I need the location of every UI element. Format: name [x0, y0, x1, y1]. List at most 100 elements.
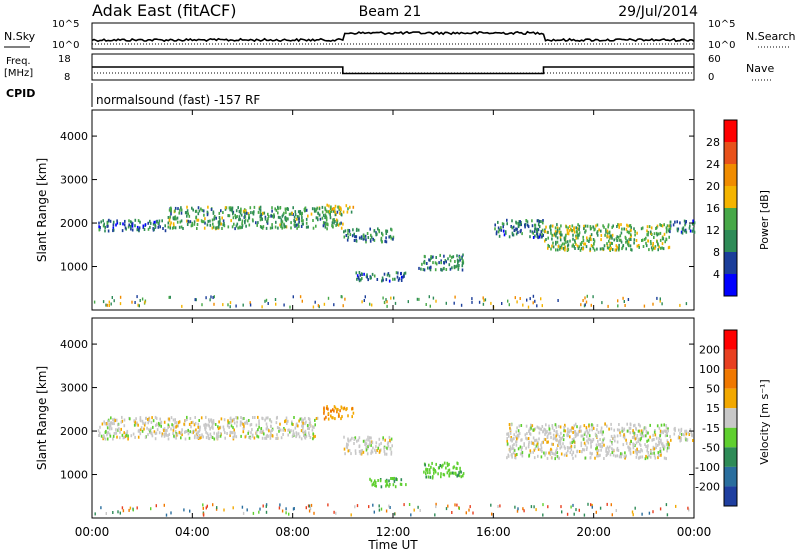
power-near-range-cell — [261, 305, 263, 309]
velocity-echo-cell — [667, 427, 669, 431]
power-colorbar-frame — [723, 119, 738, 297]
power-echo-cell — [349, 233, 352, 236]
power-echo-cell — [400, 271, 402, 275]
power-echo-cell — [650, 246, 653, 250]
velocity-echo-cell — [591, 440, 594, 443]
power-echo-cell — [519, 220, 521, 224]
velocity-echo-cell — [135, 417, 137, 421]
velocity-echo-cell — [269, 436, 272, 440]
power-echo-cell — [606, 242, 608, 246]
power-echo-cell — [275, 208, 278, 212]
power-echo-cell — [104, 229, 106, 233]
velocity-echo-cell — [292, 429, 295, 433]
power-echo-cell — [541, 232, 543, 236]
velocity-echo-cell — [569, 435, 571, 439]
velocity-echo-cell — [258, 419, 260, 423]
power-near-range-cell — [323, 302, 326, 306]
velocity-near-range-cell — [454, 503, 456, 507]
power-near-range-cell — [102, 300, 105, 304]
velocity-echo-cell — [183, 422, 185, 426]
power-echo-cell — [307, 225, 309, 229]
power-echo-cell — [577, 247, 580, 250]
power-echo-cell — [104, 225, 106, 229]
power-near-range-cell — [659, 297, 661, 301]
velocity-echo-cell — [326, 405, 328, 409]
power-echo-cell — [456, 264, 458, 268]
power-echo-cell — [589, 225, 592, 229]
velocity-echo-cell — [325, 415, 327, 419]
power-echo-cell — [556, 236, 559, 240]
power-near-range-cell — [361, 300, 363, 304]
power-echo-cell — [629, 233, 632, 237]
power-echo-cell — [144, 223, 147, 227]
velocity-echo-cell — [347, 414, 349, 418]
velocity-near-range-cell — [112, 511, 114, 514]
velocity-echo-cell — [543, 451, 545, 455]
power-near-range-cell — [144, 300, 146, 304]
power-echo-cell — [584, 224, 587, 228]
power-echo-cell — [579, 248, 582, 252]
velocity-echo-cell — [205, 436, 208, 440]
power-echo-cell — [344, 229, 347, 233]
power-echo-cell — [381, 240, 383, 244]
power-near-range-cell — [394, 301, 397, 305]
velocity-echo-cell — [332, 416, 334, 420]
velocity-echo-cell — [556, 447, 558, 451]
power-echo-cell — [328, 204, 330, 208]
velocity-echo-cell — [105, 422, 108, 425]
velocity-echo-cell — [185, 430, 188, 433]
power-echo-cell — [180, 225, 183, 229]
velocity-echo-cell — [570, 448, 573, 452]
velocity-echo-cell — [380, 448, 382, 452]
velocity-echo-cell — [612, 453, 615, 457]
power-echo-cell — [267, 215, 270, 218]
power-echo-cell — [147, 227, 150, 231]
power-near-range-cell — [586, 294, 588, 298]
velocity-echo-cell — [591, 424, 593, 428]
velocity-echo-cell — [388, 484, 390, 488]
power-echo-cell — [542, 219, 544, 222]
power-near-range-cell — [227, 303, 229, 307]
velocity-echo-cell — [300, 437, 303, 441]
velocity-echo-cell — [641, 449, 643, 453]
velocity-echo-cell — [257, 428, 259, 432]
power-near-range-cell — [386, 300, 388, 304]
velocity-echo-cell — [637, 450, 640, 454]
velocity-colorbar-tick-label: -100 — [695, 461, 720, 474]
velocity-echo-cell — [269, 430, 272, 434]
velocity-echo-cell — [602, 430, 604, 434]
velocity-echo-cell — [658, 437, 660, 440]
power-echo-cell — [672, 223, 675, 227]
velocity-echo-cell — [569, 451, 572, 454]
velocity-echo-cell — [292, 433, 294, 437]
velocity-echo-cell — [629, 423, 632, 427]
velocity-echo-cell — [232, 437, 235, 441]
power-colorbar-swatch — [724, 120, 737, 142]
velocity-echo-cell — [188, 422, 191, 426]
velocity-echo-cell — [604, 422, 606, 426]
power-near-range-cell — [622, 296, 624, 300]
velocity-echo-cell — [345, 408, 347, 412]
velocity-echo-cell — [639, 450, 641, 454]
velocity-echo-cell — [529, 449, 532, 453]
velocity-echo-cell — [432, 475, 434, 479]
velocity-near-range-cell — [591, 503, 593, 507]
velocity-echo-cell — [635, 427, 637, 431]
power-echo-cell — [339, 211, 341, 215]
velocity-echo-cell — [229, 434, 231, 437]
velocity-echo-cell — [640, 429, 643, 433]
velocity-echo-cell — [389, 439, 391, 442]
power-echo-cell — [659, 223, 661, 227]
velocity-echo-cell — [259, 430, 262, 434]
power-echo-cell — [572, 243, 574, 247]
velocity-near-range-cell — [310, 503, 313, 507]
power-echo-cell — [606, 246, 609, 250]
power-echo-cell — [593, 248, 596, 252]
velocity-echo-cell — [446, 471, 449, 475]
velocity-colorbar-tick-label: 15 — [706, 402, 720, 415]
velocity-echo-cell — [537, 426, 540, 430]
power-echo-cell — [510, 225, 512, 228]
velocity-echo-cell — [233, 434, 236, 438]
power-near-range-cell — [327, 296, 330, 300]
power-echo-cell — [256, 223, 258, 227]
